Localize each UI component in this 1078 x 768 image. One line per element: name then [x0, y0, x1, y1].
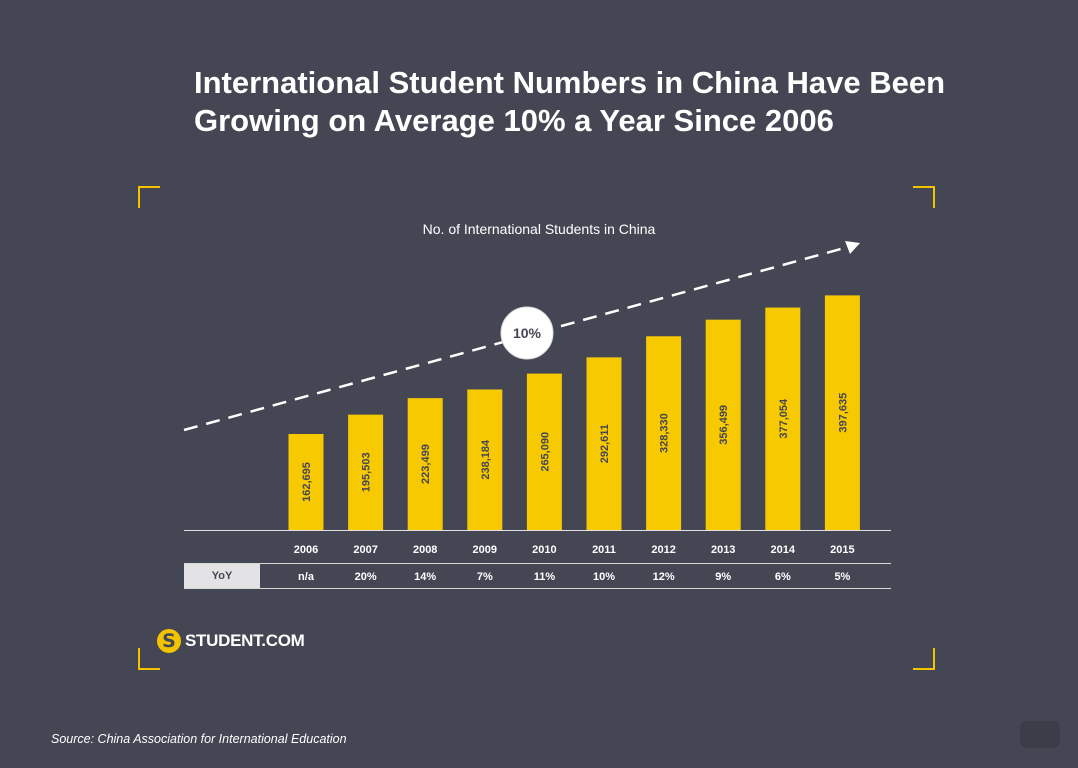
- corner-bracket-bottom-right: [913, 648, 935, 670]
- x-tick-label: 2015: [830, 544, 854, 556]
- corner-bracket-bottom-left: [138, 648, 160, 670]
- growth-badge-label: 10%: [513, 325, 542, 341]
- x-tick-label: 2010: [532, 544, 556, 556]
- bar-2015: [824, 295, 860, 530]
- bar-2008: [407, 398, 443, 530]
- x-tick-label: 2007: [353, 544, 377, 556]
- trend-arrow-head-icon: [845, 241, 860, 254]
- page-control-button[interactable]: [1020, 721, 1060, 748]
- yoy-value: 6%: [775, 571, 791, 583]
- yoy-value: 12%: [653, 571, 675, 583]
- bar-2010: [526, 373, 562, 530]
- bar-value-label: 292,611: [599, 424, 611, 463]
- corner-bracket-top-left: [138, 186, 160, 208]
- student-s-logo-icon: S: [157, 629, 181, 653]
- corner-bracket-top-right: [913, 186, 935, 208]
- yoy-value: 7%: [477, 571, 493, 583]
- x-tick-label: 2014: [771, 544, 796, 556]
- bar-value-label: 377,054: [778, 398, 790, 439]
- bar-value-label: 238,184: [480, 439, 492, 480]
- bar-value-label: 397,635: [837, 393, 849, 433]
- yoy-value: 11%: [534, 571, 556, 583]
- bar-value-label: 223,499: [420, 444, 432, 484]
- yoy-value: 20%: [355, 571, 377, 583]
- bar-value-label: 328,330: [659, 413, 671, 453]
- yoy-value: 14%: [414, 571, 436, 583]
- growth-badge: [500, 306, 554, 360]
- x-tick-label: 2006: [294, 544, 318, 556]
- x-tick-label: 2011: [592, 544, 616, 556]
- x-tick-label: 2009: [473, 544, 497, 556]
- logo-text: STUDENT.COM: [185, 631, 305, 650]
- chart-title: No. of International Students in China: [423, 221, 656, 237]
- bar-2009: [467, 389, 503, 530]
- yoy-value: 9%: [715, 571, 731, 583]
- student-com-logo[interactable]: S STUDENT.COM: [157, 628, 305, 654]
- bar-value-label: 195,503: [361, 452, 373, 492]
- bar-2011: [586, 357, 622, 530]
- bar-value-label: 162,695: [301, 462, 313, 502]
- yoy-row-label: YoY: [184, 564, 260, 588]
- yoy-value: n/a: [298, 571, 315, 583]
- bar-2013: [705, 319, 741, 530]
- yoy-value: 5%: [834, 571, 850, 583]
- bar-2006: [288, 434, 324, 530]
- bar-2014: [765, 307, 801, 530]
- bar-2012: [646, 336, 682, 530]
- page-title: International Student Numbers in China H…: [194, 65, 946, 138]
- source-note: Source: China Association for Internatio…: [51, 732, 347, 746]
- bar-value-label: 265,090: [539, 432, 551, 472]
- x-tick-label: 2012: [651, 544, 675, 556]
- yoy-value: 10%: [593, 571, 615, 583]
- bar-2007: [348, 414, 384, 530]
- bar-value-label: 356,499: [718, 405, 730, 445]
- x-tick-label: 2008: [413, 544, 437, 556]
- x-tick-label: 2013: [711, 544, 735, 556]
